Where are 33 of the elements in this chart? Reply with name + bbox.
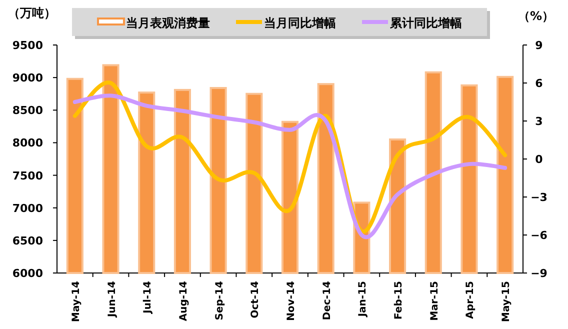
legend-label: 当月同比增幅 xyxy=(264,16,336,30)
x-tick-label: Sep-14 xyxy=(214,280,226,320)
y-tick-label: 8000 xyxy=(12,136,44,150)
y-axis-title: （万吨） xyxy=(8,6,56,20)
y2-tick-label: 3 xyxy=(535,115,543,128)
legend-label: 当月表观消费量 xyxy=(126,16,210,30)
y2-tick-label: −3 xyxy=(530,191,548,204)
x-tick-label: Oct-14 xyxy=(250,280,262,318)
y-tick-label: 6500 xyxy=(12,234,44,248)
y2-tick-label: −9 xyxy=(530,267,548,280)
y-tick-label: 6000 xyxy=(12,267,44,280)
y-tick-label: 9500 xyxy=(12,39,44,52)
y2-axis-title: （%） xyxy=(518,9,554,23)
x-tick-label: Mar-15 xyxy=(429,280,440,321)
legend-label: 累计同比增幅 xyxy=(389,16,462,30)
x-tick-label: Nov-14 xyxy=(286,280,297,321)
y-tick-label: 7000 xyxy=(12,202,44,215)
y-tick-label: 9000 xyxy=(12,72,44,85)
x-tick-label: Aug-14 xyxy=(178,280,190,322)
y2-tick-label: −6 xyxy=(530,229,548,242)
x-tick-label: Apr-15 xyxy=(465,280,476,319)
y2-tick-label: 6 xyxy=(535,77,544,90)
x-tick-label: Dec-14 xyxy=(322,280,333,320)
x-tick-label: Feb-15 xyxy=(394,280,405,320)
x-tick-label: Jan-15 xyxy=(358,280,369,318)
x-tick-label: Jul-14 xyxy=(142,280,154,314)
y-tick-label: 8500 xyxy=(12,104,44,118)
y2-tick-label: 9 xyxy=(535,39,543,52)
y-tick-label: 7500 xyxy=(12,169,44,182)
x-tick-label: Jun-14 xyxy=(106,280,118,318)
y2-tick-label: 0 xyxy=(535,153,544,166)
x-tick-label: May-14 xyxy=(70,280,82,322)
x-tick-label: May-15 xyxy=(501,280,512,322)
